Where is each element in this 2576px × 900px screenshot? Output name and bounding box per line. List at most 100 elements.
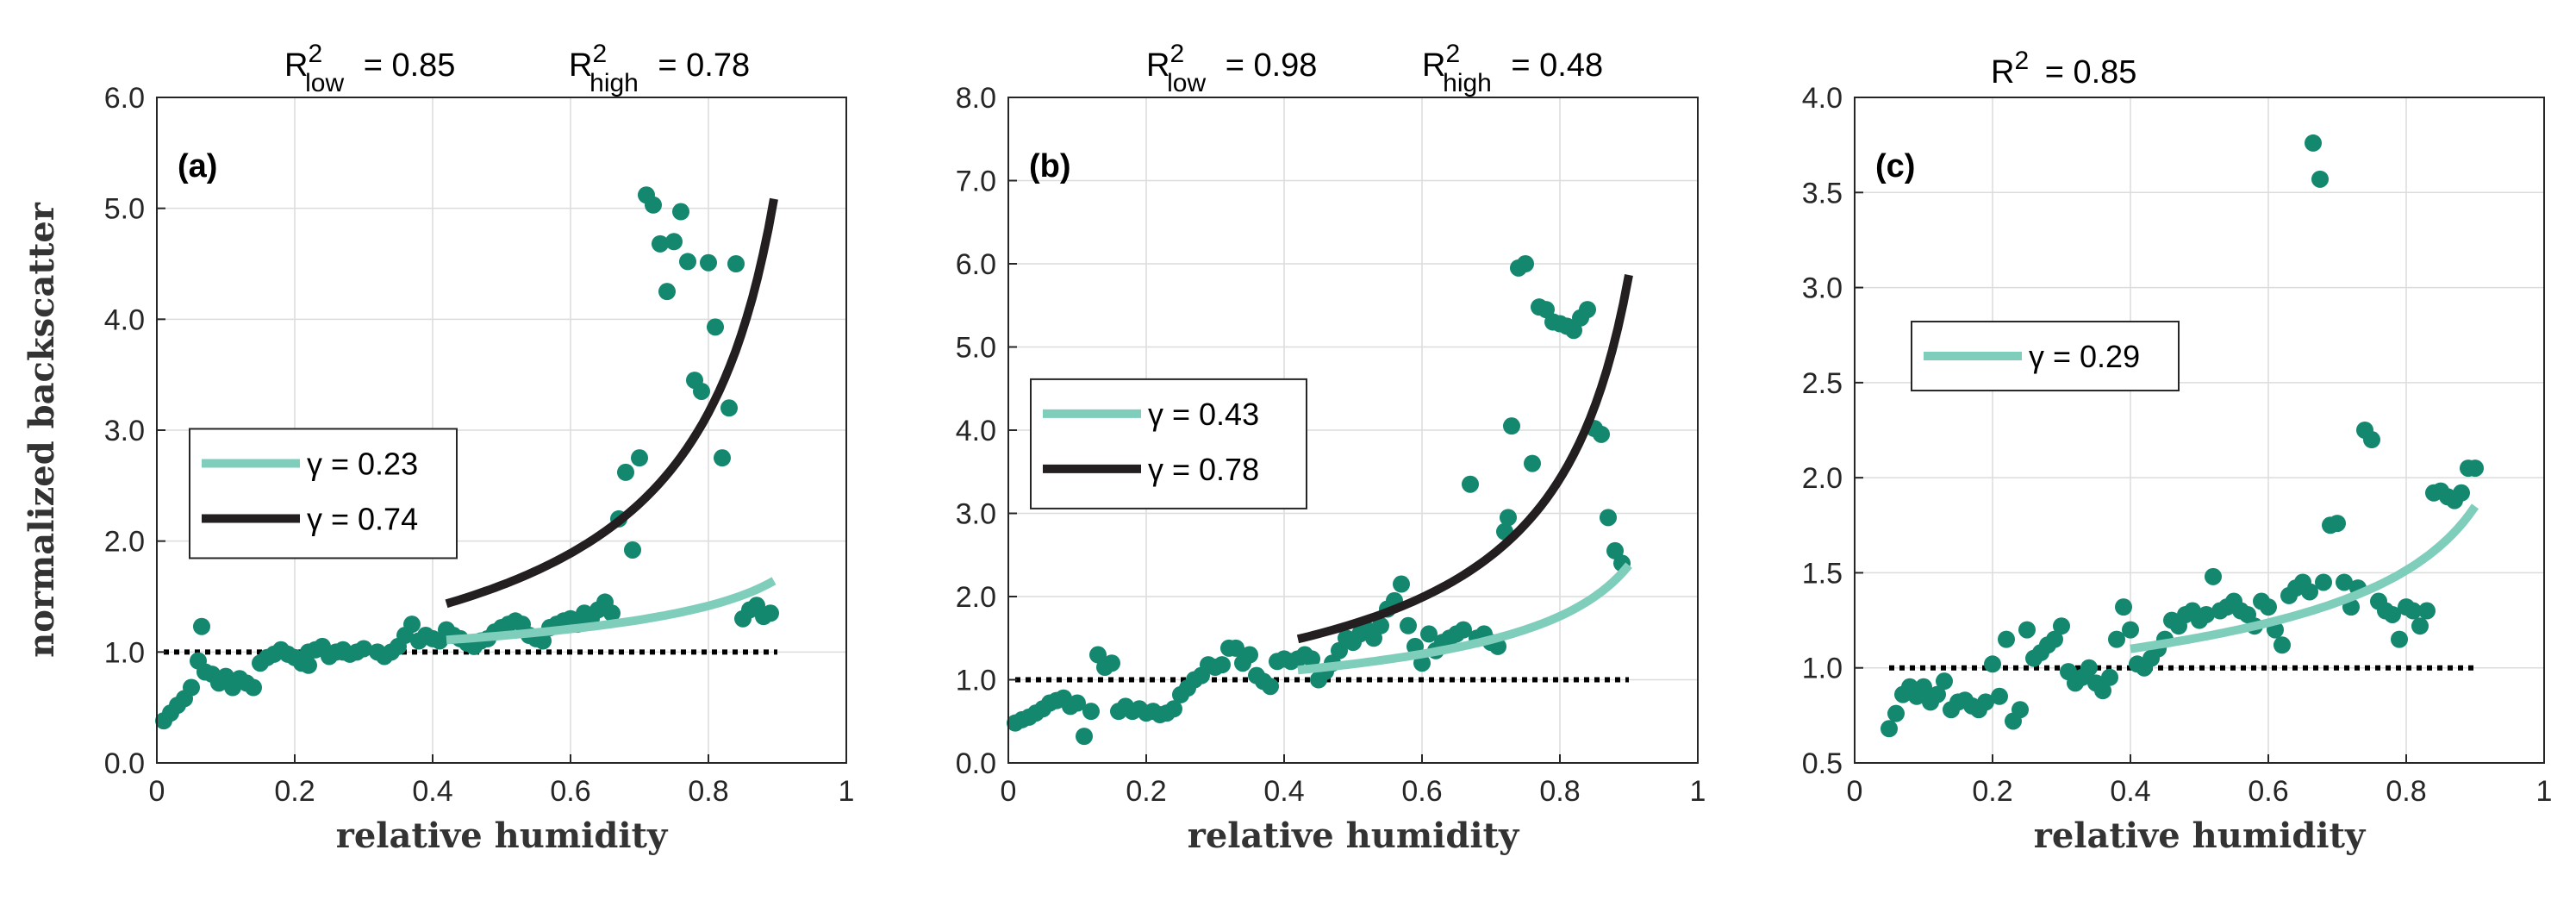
data-point: [193, 617, 210, 635]
data-point: [334, 643, 352, 661]
legend: γ = 0.23 γ = 0.74: [189, 428, 458, 559]
data-point: [2301, 583, 2318, 601]
data-point: [1303, 650, 1320, 668]
data-point: [707, 318, 724, 336]
panel-label: (c): [1875, 148, 1915, 184]
y-tick-label: 3.5: [1802, 177, 1843, 209]
y-tick-label: 0.0: [956, 747, 996, 780]
y-axis-label: normalized backscatter: [22, 202, 62, 658]
data-point: [1929, 685, 1946, 703]
data-point: [1579, 301, 1596, 319]
x-tick-label: 0.6: [1401, 775, 1442, 808]
r-squared-stat: R2 low = 0.98: [1146, 40, 1317, 97]
data-point: [2198, 605, 2215, 623]
data-point: [1165, 700, 1182, 718]
data-point: [183, 678, 200, 697]
legend-box: [1911, 321, 2180, 392]
y-tick-label: 0.0: [104, 747, 145, 780]
data-point: [1887, 704, 1905, 722]
data-point: [1936, 672, 1953, 691]
panel-label: (b): [1029, 148, 1071, 184]
data-point: [2012, 701, 2029, 719]
x-axis-label: relative humidity: [336, 816, 669, 856]
y-tick-label: 6.0: [104, 82, 145, 115]
data-point: [355, 640, 372, 658]
data-point: [1517, 255, 1534, 272]
fit-curve-low: [2130, 503, 2479, 653]
data-point: [2315, 573, 2332, 591]
data-point: [2018, 621, 2036, 639]
x-tick-label: 0.2: [1972, 775, 2012, 808]
x-tick-label: 0: [1001, 775, 1017, 808]
data-point: [1500, 509, 1517, 527]
data-point: [1069, 694, 1086, 712]
data-point: [720, 399, 738, 417]
x-tick-label: 1: [839, 775, 855, 808]
data-point: [2094, 682, 2111, 700]
x-tick-label: 0: [149, 775, 165, 808]
y-tick-label: 8.0: [956, 82, 996, 115]
panel-c: 0 0.2 0.4 0.6 0.8 1 0.5 1.0 1.5 2.0 2.5 3.0 3.5 4.0 (c…: [1802, 47, 2553, 856]
panel-a: 0 0.2 0.4 0.6 0.8 1 0.0 1.0 2.0 3.0 4.0 5.0 6.0 (a) re…: [22, 40, 854, 856]
data-point: [693, 382, 710, 400]
data-point: [1227, 639, 1244, 657]
panel-b: 0 0.2 0.4 0.6 0.8 1 0.0 1.0 2.0 3.0 4.0 5.0 6.0 7.0 8.…: [956, 40, 1706, 856]
fit-curve-low: [446, 577, 777, 645]
data-point: [1600, 509, 1617, 527]
data-point: [1998, 630, 2015, 648]
data-point: [1977, 693, 1994, 711]
legend-entry: γ = 0.43: [1148, 397, 1259, 432]
x-tick-label: 1: [2536, 775, 2553, 808]
x-tick-label: 1: [1690, 775, 1706, 808]
x-tick-label: 0.8: [2386, 775, 2426, 808]
legend-entry: γ = 0.29: [2029, 339, 2140, 374]
data-point: [672, 203, 689, 221]
data-point: [403, 616, 421, 634]
data-point: [2404, 602, 2422, 620]
legend-entry: γ = 0.74: [307, 501, 418, 536]
data-point: [1915, 678, 1932, 696]
x-tick-label: 0.6: [2248, 775, 2288, 808]
data-point: [2122, 621, 2139, 639]
data-point: [2053, 617, 2070, 635]
y-tick-label: 4.0: [104, 303, 145, 336]
data-point: [617, 463, 634, 481]
data-point: [658, 283, 676, 301]
x-tick-label: 0: [1847, 775, 1863, 808]
axes-frame: [1854, 97, 2545, 764]
fit-curve-high: [445, 197, 778, 609]
data-point: [2046, 630, 2063, 648]
data-point: [2384, 605, 2401, 623]
data-point: [665, 233, 683, 251]
data-point: [624, 541, 641, 559]
legend-entry: γ = 0.78: [1148, 452, 1259, 487]
data-point: [1082, 703, 1100, 721]
y-tick-label: 0.5: [1802, 747, 1843, 780]
r-squared-stat: R2 high = 0.78: [569, 40, 750, 97]
data-point: [1103, 654, 1120, 672]
y-tick-label: 2.0: [956, 581, 996, 614]
data-point: [1991, 687, 2008, 705]
y-tick-label: 4.0: [1802, 82, 1843, 115]
data-point: [1262, 678, 1279, 696]
data-point: [700, 253, 717, 272]
data-point: [645, 196, 662, 214]
y-tick-label: 3.0: [1802, 272, 1843, 305]
data-point: [2305, 134, 2322, 152]
data-point: [1241, 646, 1258, 664]
y-tick-label: 1.0: [1802, 653, 1843, 685]
data-point: [1420, 625, 1438, 643]
data-point: [762, 604, 779, 622]
data-point: [2336, 573, 2353, 591]
x-axis-label: relative humidity: [2034, 816, 2367, 856]
y-tick-label: 1.5: [1802, 557, 1843, 590]
y-tick-label: 1.0: [104, 636, 145, 669]
y-tick-label: 3.0: [956, 498, 996, 531]
x-tick-label: 0.2: [1126, 775, 1166, 808]
data-point: [2363, 431, 2380, 449]
x-tick-label: 0.4: [2110, 775, 2150, 808]
y-tick-label: 5.0: [956, 332, 996, 365]
y-tick-label: 5.0: [104, 193, 145, 226]
data-point: [2260, 598, 2277, 616]
